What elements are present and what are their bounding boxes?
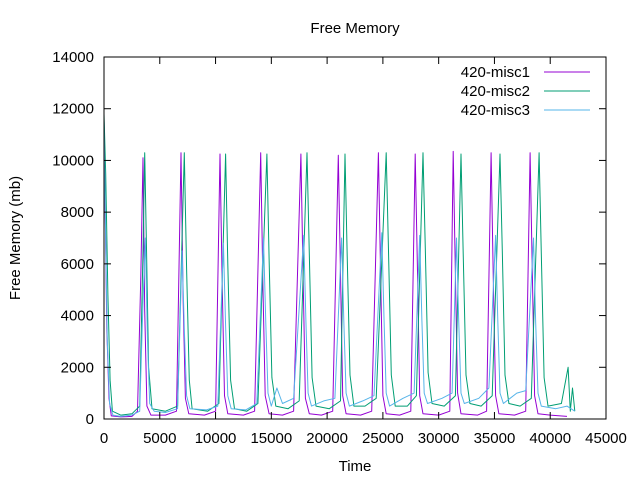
series-layer	[104, 113, 576, 418]
y-tick-label: 4000	[61, 308, 94, 325]
x-tick-label: 45000	[585, 430, 627, 447]
x-tick-label: 20000	[306, 430, 348, 447]
x-tick-label: 40000	[529, 430, 571, 447]
legend: 420-misc1 420-misc2 420-misc3	[461, 64, 590, 119]
x-tick-label: 25000	[362, 430, 404, 447]
legend-label-420-misc3: 420-misc3	[461, 102, 530, 119]
x-tick-label: 15000	[250, 430, 292, 447]
y-tick-label: 14000	[52, 49, 94, 66]
y-tick-label: 8000	[61, 204, 94, 221]
x-tick-label: 0	[100, 430, 108, 447]
x-tick-label: 35000	[474, 430, 516, 447]
x-tick-label: 10000	[195, 430, 237, 447]
legend-label-420-misc1: 420-misc1	[461, 64, 530, 81]
plot-frame	[103, 56, 607, 420]
x-tick-label: 30000	[418, 430, 460, 447]
y-axis-label: Free Memory (mb)	[7, 176, 24, 300]
series-line-420-misc1	[104, 119, 568, 418]
x-axis: 0 5000 10000 15000 20000 25000 30000 35000 40000…	[100, 57, 627, 447]
chart-title: Free Memory	[310, 20, 400, 37]
y-axis: 0 2000 4000 6000 8000 10000 12000 14000	[52, 49, 606, 428]
x-tick-label: 5000	[143, 430, 176, 447]
y-tick-label: 2000	[61, 359, 94, 376]
x-axis-label: Time	[339, 458, 372, 475]
y-tick-label: 0	[86, 411, 94, 428]
legend-label-420-misc2: 420-misc2	[461, 83, 530, 100]
y-tick-label: 12000	[52, 101, 94, 118]
series-line-420-misc2	[104, 113, 576, 416]
y-tick-label: 10000	[52, 152, 94, 169]
series-line-420-misc3	[104, 121, 576, 417]
y-tick-label: 6000	[61, 256, 94, 273]
